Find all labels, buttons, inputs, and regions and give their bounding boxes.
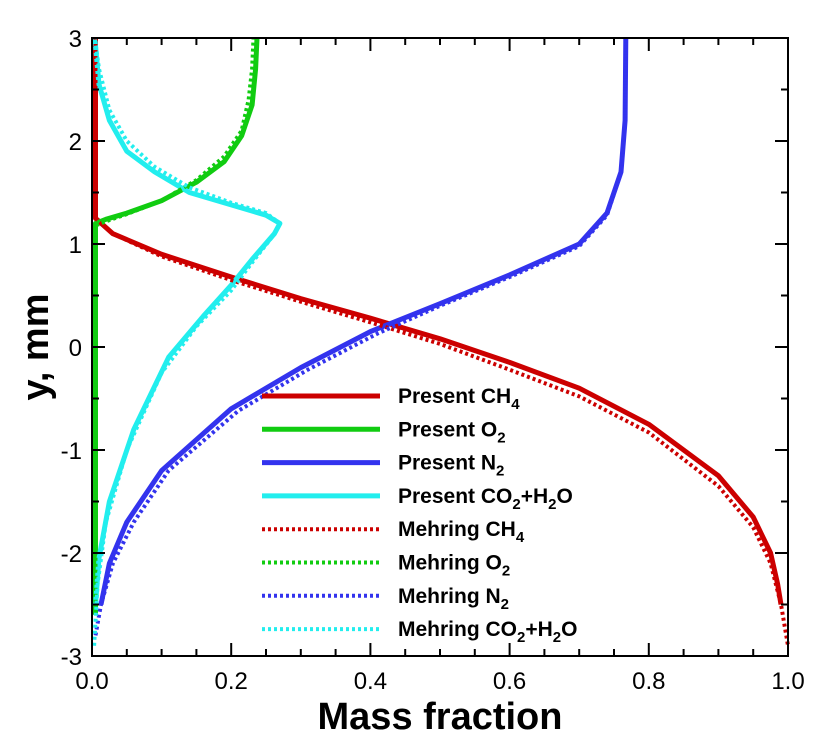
x-tick-labels: 0.0 0.2 0.4 0.6 0.8 1.0 bbox=[75, 668, 804, 695]
series-line-7 bbox=[92, 37, 282, 646]
y-tick-label: 1 bbox=[69, 232, 82, 259]
y-tick-label: -3 bbox=[61, 644, 82, 671]
series-line-3 bbox=[92, 37, 283, 605]
y-tick-label: -2 bbox=[61, 541, 82, 568]
legend-label-6: Mehring N2 bbox=[398, 585, 509, 613]
x-tick-label: 0.0 bbox=[75, 668, 108, 695]
legend-label-4: Mehring CH4 bbox=[398, 518, 525, 546]
y-tick-label: 3 bbox=[69, 26, 82, 53]
x-tick-label: 1.0 bbox=[771, 668, 804, 695]
series-line-5 bbox=[93, 37, 256, 615]
legend-label-7: Mehring CO2+H2O bbox=[398, 618, 577, 646]
y-tick-label: 2 bbox=[69, 129, 82, 156]
y-tick-label: 0 bbox=[69, 335, 82, 362]
x-tick-label: 0.6 bbox=[493, 668, 526, 695]
y-tick-labels: -3 -2 -1 0 1 2 3 bbox=[61, 26, 82, 671]
series-line-4 bbox=[93, 38, 790, 647]
series-line-6 bbox=[93, 37, 628, 636]
legend: Present CH4 Present O2 Present N2 Present C… bbox=[262, 385, 577, 646]
series-line-1 bbox=[93, 37, 260, 615]
x-tick-label: 0.4 bbox=[354, 668, 387, 695]
plot-lines bbox=[92, 37, 790, 647]
y-tick-label: -1 bbox=[61, 438, 82, 465]
y-axis-title: y, mm bbox=[15, 293, 57, 400]
x-axis-title: Mass fraction bbox=[318, 696, 563, 738]
legend-label-5: Mehring O2 bbox=[398, 552, 510, 580]
legend-label-2: Present N2 bbox=[398, 452, 504, 480]
axis-ticks bbox=[91, 37, 789, 657]
legend-label-1: Present O2 bbox=[398, 418, 506, 446]
x-tick-label: 0.8 bbox=[632, 668, 665, 695]
legend-label-0: Present CH4 bbox=[398, 385, 520, 413]
x-tick-label: 0.2 bbox=[215, 668, 248, 695]
legend-label-3: Present CO2+H2O bbox=[398, 485, 573, 513]
